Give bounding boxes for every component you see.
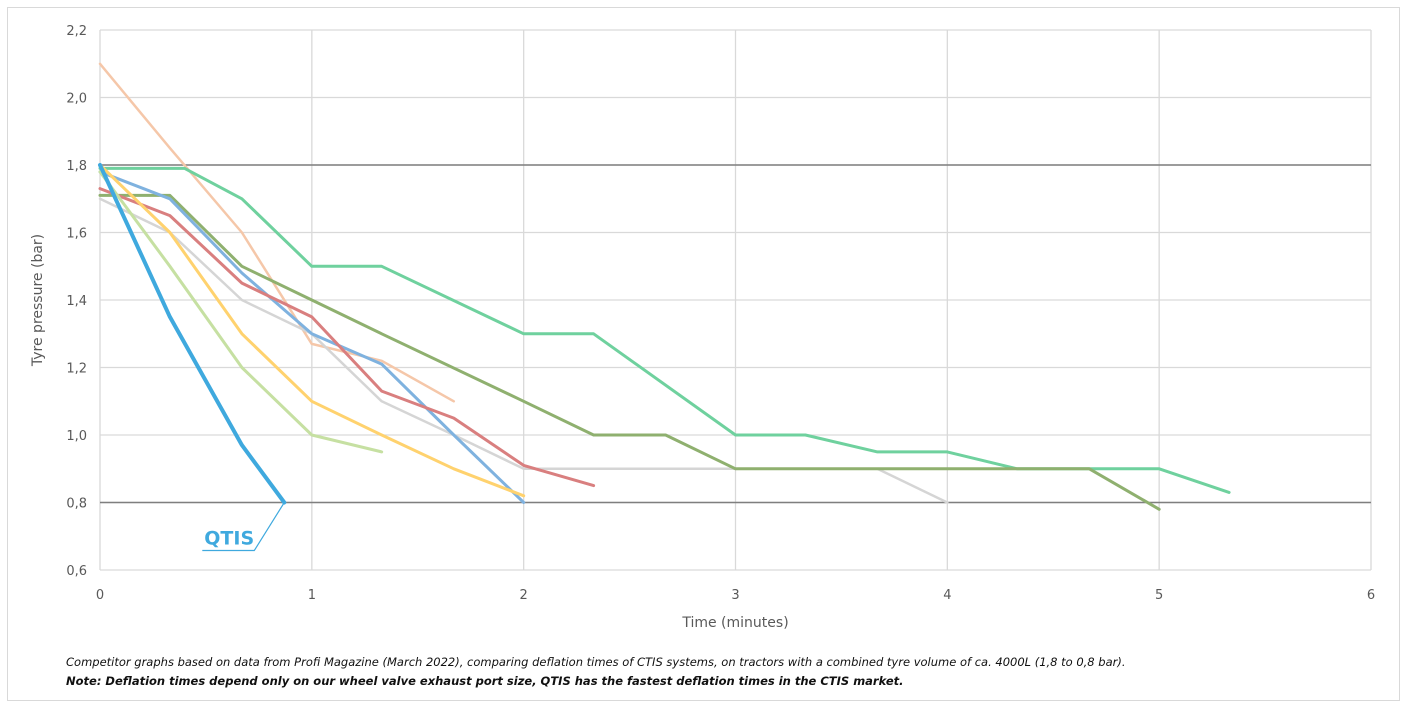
x-tick-label: 3 — [731, 588, 739, 603]
chart-frame — [7, 7, 1400, 701]
x-tick-label: 0 — [96, 588, 104, 603]
source-caption: Competitor graphs based on data from Pro… — [66, 655, 1126, 669]
y-tick-label: 2,2 — [66, 24, 87, 39]
note-caption: Note: Deflation times depend only on our… — [66, 674, 904, 688]
y-axis-label: Tyre pressure (bar) — [30, 234, 46, 367]
y-tick-label: 1,6 — [66, 227, 87, 242]
series-line — [98, 187, 596, 488]
series-line — [98, 163, 287, 505]
x-tick-label: 1 — [308, 588, 316, 603]
y-tick-label: 1,0 — [66, 429, 87, 444]
x-tick-label: 5 — [1155, 588, 1163, 603]
qtis-callout-line — [202, 502, 285, 552]
reference-lines — [100, 164, 1371, 504]
x-tick-label: 6 — [1367, 588, 1375, 603]
x-tick-label: 4 — [943, 588, 951, 603]
qtis-label: QTIS — [204, 528, 254, 550]
y-tick-label: 1,4 — [66, 294, 87, 309]
series-line — [98, 163, 526, 498]
series-line — [98, 62, 456, 403]
y-tick-label: 0,6 — [66, 564, 87, 579]
y-tick-labels: 0,6 0,8 1,0 1,2 1,4 1,6 1,8 2,0 2,2 — [66, 24, 87, 579]
qtis-annotation: QTIS — [202, 502, 285, 552]
series-line — [98, 166, 1231, 494]
y-tick-label: 0,8 — [66, 497, 87, 512]
x-tick-labels: 0 1 2 3 4 5 6 — [96, 588, 1375, 603]
series-lines — [98, 62, 1231, 511]
series-line — [98, 170, 526, 504]
series-line — [98, 193, 1161, 511]
y-tick-label: 2,0 — [66, 92, 87, 107]
y-tick-label: 1,8 — [66, 159, 87, 174]
y-tick-label: 1,2 — [66, 362, 87, 377]
grid-lines — [99, 29, 1372, 571]
x-axis-label: Time (minutes) — [681, 615, 788, 631]
x-tick-label: 2 — [520, 588, 528, 603]
series-line — [98, 170, 384, 454]
